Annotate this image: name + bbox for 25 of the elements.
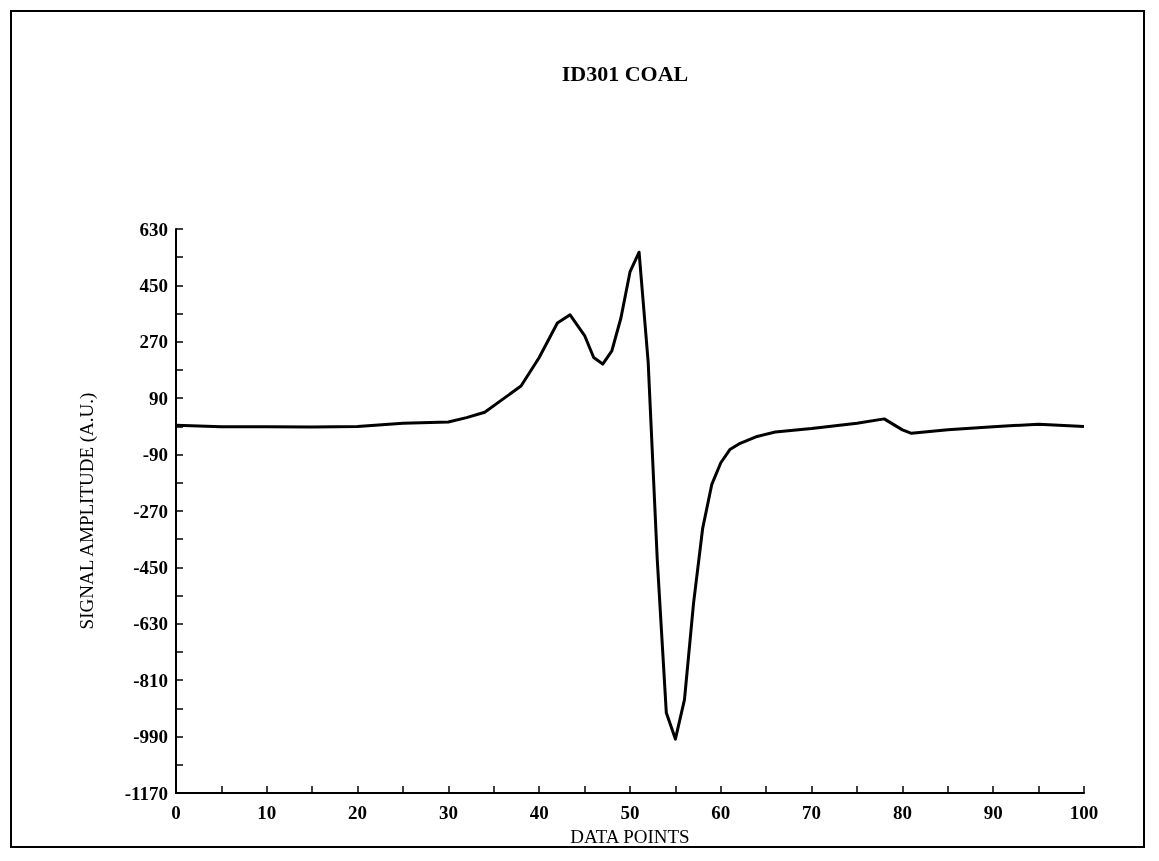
y-tick-label: -1170 [124,782,168,804]
chart-title: ID301 COAL [561,60,689,86]
y-axis-title: SIGNAL AMPLITUDE (A.U.) [76,392,98,630]
y-tick-label: -450 [133,556,168,578]
x-axis-title: DATA POINTS [570,825,690,847]
y-tick-label: -990 [133,726,168,748]
y-tick-label: 630 [139,218,168,240]
x-tick-label: 0 [171,802,181,823]
x-tick-label: 30 [438,802,458,823]
x-tick-label: 50 [620,802,640,823]
y-tick-label: -90 [142,444,168,466]
y-tick-label: 270 [139,331,168,353]
x-tick-label: 20 [348,802,368,823]
x-tick-label: 40 [529,802,549,823]
y-tick-label: 90 [149,387,168,409]
y-tick-label: -270 [133,500,168,522]
x-tick-label: 100 [1069,802,1099,823]
x-tick-label: 70 [802,802,822,823]
x-tick-label: 10 [257,802,277,823]
y-tick-label: -630 [133,613,168,635]
y-tick-label: 450 [139,274,168,296]
x-tick-label: 80 [892,802,912,823]
y-tick-label: -810 [133,669,168,691]
x-tick-label: 60 [711,802,731,823]
x-tick-label: 90 [983,802,1003,823]
